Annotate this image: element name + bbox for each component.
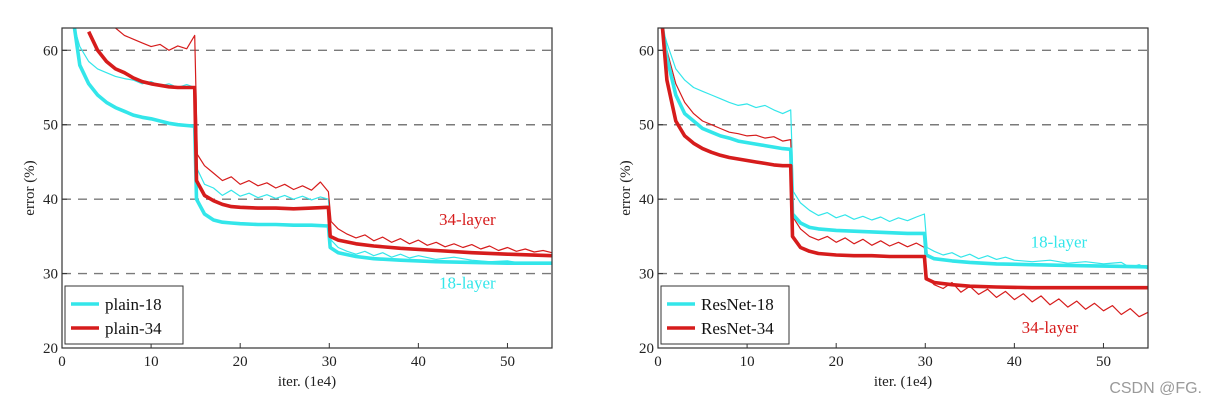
x-tick-label: 30 [322, 354, 337, 370]
x-axis-label: iter. (1e4) [874, 374, 932, 390]
legend-label: plain-18 [105, 295, 162, 314]
plain-networks-chart: 0 10 20 30 40 50 20 30 40 50 60 iter. (1e4) error (%… [22, 27, 553, 390]
x-tick-label: 50 [500, 354, 515, 370]
series-line-resnet-34-train [660, 28, 1148, 290]
legend: ResNet-18 ResNet-34 [660, 285, 790, 345]
series-line-plain-34-train [87, 30, 552, 258]
y-tick-label: 40 [43, 192, 58, 208]
series-line-plain-18-train [72, 28, 552, 265]
x-tick-label: 0 [654, 354, 662, 370]
legend-label: ResNet-18 [701, 295, 774, 314]
legend-box [660, 285, 790, 345]
series-annotation: 34-layer [1022, 318, 1079, 337]
y-tick-label: 20 [639, 341, 654, 357]
y-tick-label: 30 [43, 267, 58, 283]
legend-label: plain-34 [105, 319, 162, 338]
x-tick-label: 40 [411, 354, 426, 370]
x-tick-label: 20 [829, 354, 844, 370]
x-tick-label: 50 [1096, 354, 1111, 370]
x-axis-label: iter. (1e4) [278, 374, 336, 390]
series-line-resnet-34-val [661, 28, 1148, 318]
series-annotation: 18-layer [439, 273, 496, 292]
y-tick-label: 50 [639, 118, 654, 134]
legend-box [64, 285, 184, 345]
x-tick-label: 10 [740, 354, 755, 370]
y-tick-label: 60 [639, 43, 654, 59]
y-axis-label: error (%) [618, 160, 634, 215]
y-tick-label: 40 [639, 192, 654, 208]
series-line-resnet-18-val [661, 28, 1148, 270]
series-annotation: 34-layer [439, 210, 496, 229]
plot-frame [61, 27, 553, 349]
watermark-text: CSDN @FG. [1109, 380, 1202, 397]
legend-label: ResNet-34 [701, 319, 774, 338]
x-tick-label: 0 [58, 354, 66, 370]
y-axis-label: error (%) [22, 160, 38, 215]
series-annotation: 18-layer [1031, 233, 1088, 252]
series-line-plain-18-val [73, 28, 552, 265]
x-tick-label: 20 [233, 354, 248, 370]
x-tick-label: 40 [1007, 354, 1022, 370]
legend: plain-18 plain-34 [64, 285, 184, 345]
y-tick-label: 30 [639, 267, 654, 283]
y-tick-label: 50 [43, 118, 58, 134]
y-tick-label: 20 [43, 341, 58, 357]
plot-frame [657, 27, 1149, 349]
resnet-chart: 0 10 20 30 40 50 20 30 40 50 60 iter. (1e4) error (%… [618, 27, 1149, 390]
x-tick-label: 10 [144, 354, 159, 370]
y-tick-label: 60 [43, 43, 58, 59]
x-tick-label: 30 [918, 354, 933, 370]
series-line-resnet-18-train [660, 28, 1148, 269]
